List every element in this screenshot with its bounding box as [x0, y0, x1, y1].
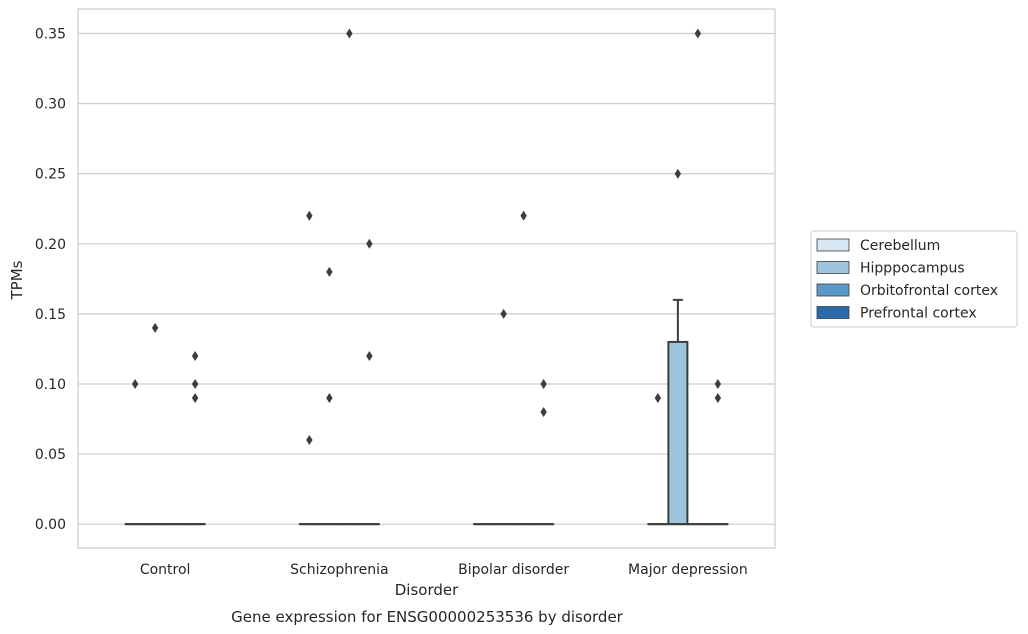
y-tick-label: 0.25 [35, 167, 66, 183]
y-axis-label: TPMs [8, 260, 26, 300]
legend-swatch [816, 283, 850, 297]
series-cerebellum [124, 210, 669, 526]
x-axis-label: Disorder [395, 581, 459, 599]
box [667, 340, 689, 526]
outlier-point [306, 210, 313, 221]
outlier-point [654, 393, 662, 404]
outlier-point [306, 435, 313, 446]
outlier-point [694, 28, 702, 39]
y-tick-label: 0.20 [35, 237, 66, 253]
outlier-point [191, 378, 199, 389]
legend: Cerebellum Hipppocampus Orbitofrontal cort… [810, 230, 1018, 328]
legend-entry: Hipppocampus [816, 261, 965, 277]
outlier-point [714, 378, 722, 389]
outlier-point [346, 28, 353, 39]
outlier-point [366, 350, 373, 361]
chart-caption: Gene expression for ENSG00000253536 by d… [231, 608, 624, 626]
plot-frame [77, 8, 776, 549]
outlier-point [540, 407, 547, 418]
legend-swatch [816, 238, 850, 252]
x-tick-label: Major depression [628, 562, 748, 578]
outlier-point [540, 378, 547, 389]
outlier-point [500, 308, 507, 319]
y-tick-label: 0.10 [35, 377, 66, 393]
series-orbitofrontal-cortex [164, 28, 709, 526]
legend-frame [810, 230, 1018, 328]
series-hipppocampus [144, 168, 689, 526]
outlier-point [366, 238, 373, 249]
legend-label: Hipppocampus [860, 261, 965, 277]
legend-label: Prefrontal cortex [860, 306, 977, 322]
x-tick-label: Schizophrenia [290, 562, 388, 578]
y-tick-label: 0.00 [35, 517, 66, 533]
legend-swatch [816, 306, 850, 319]
legend-entry: Orbitofrontal cortex [816, 283, 998, 299]
legend-swatch [816, 261, 850, 274]
y-tick-label: 0.30 [35, 97, 66, 113]
legend-entry: Cerebellum [816, 238, 940, 254]
legend-label: Cerebellum [860, 238, 940, 254]
y-tick-label: 0.05 [35, 447, 66, 463]
plot-marks [124, 28, 729, 526]
series-prefrontal-cortex [184, 238, 729, 526]
outlier-point [714, 393, 722, 404]
x-tick-label: Control [140, 562, 191, 578]
outlier-point [520, 210, 527, 221]
legend-label: Orbitofrontal cortex [860, 283, 998, 299]
outlier-point [326, 266, 333, 277]
outlier-point [326, 393, 333, 404]
y-tick-label: 0.15 [35, 307, 66, 323]
legend-entry: Prefrontal cortex [816, 306, 977, 322]
x-tick-labels: Control Schizophrenia Bipolar disorder Majo… [140, 562, 748, 578]
outlier-point [191, 350, 199, 361]
outlier-point [151, 322, 159, 333]
outlier-point [131, 378, 139, 389]
y-tick-labels: 0.00 0.05 0.10 0.15 0.20 0.25 0.30 0.35 [35, 27, 66, 534]
y-tick-label: 0.35 [35, 27, 66, 43]
outlier-point [191, 393, 199, 404]
x-tick-label: Bipolar disorder [458, 562, 569, 578]
outlier-point [674, 168, 682, 179]
